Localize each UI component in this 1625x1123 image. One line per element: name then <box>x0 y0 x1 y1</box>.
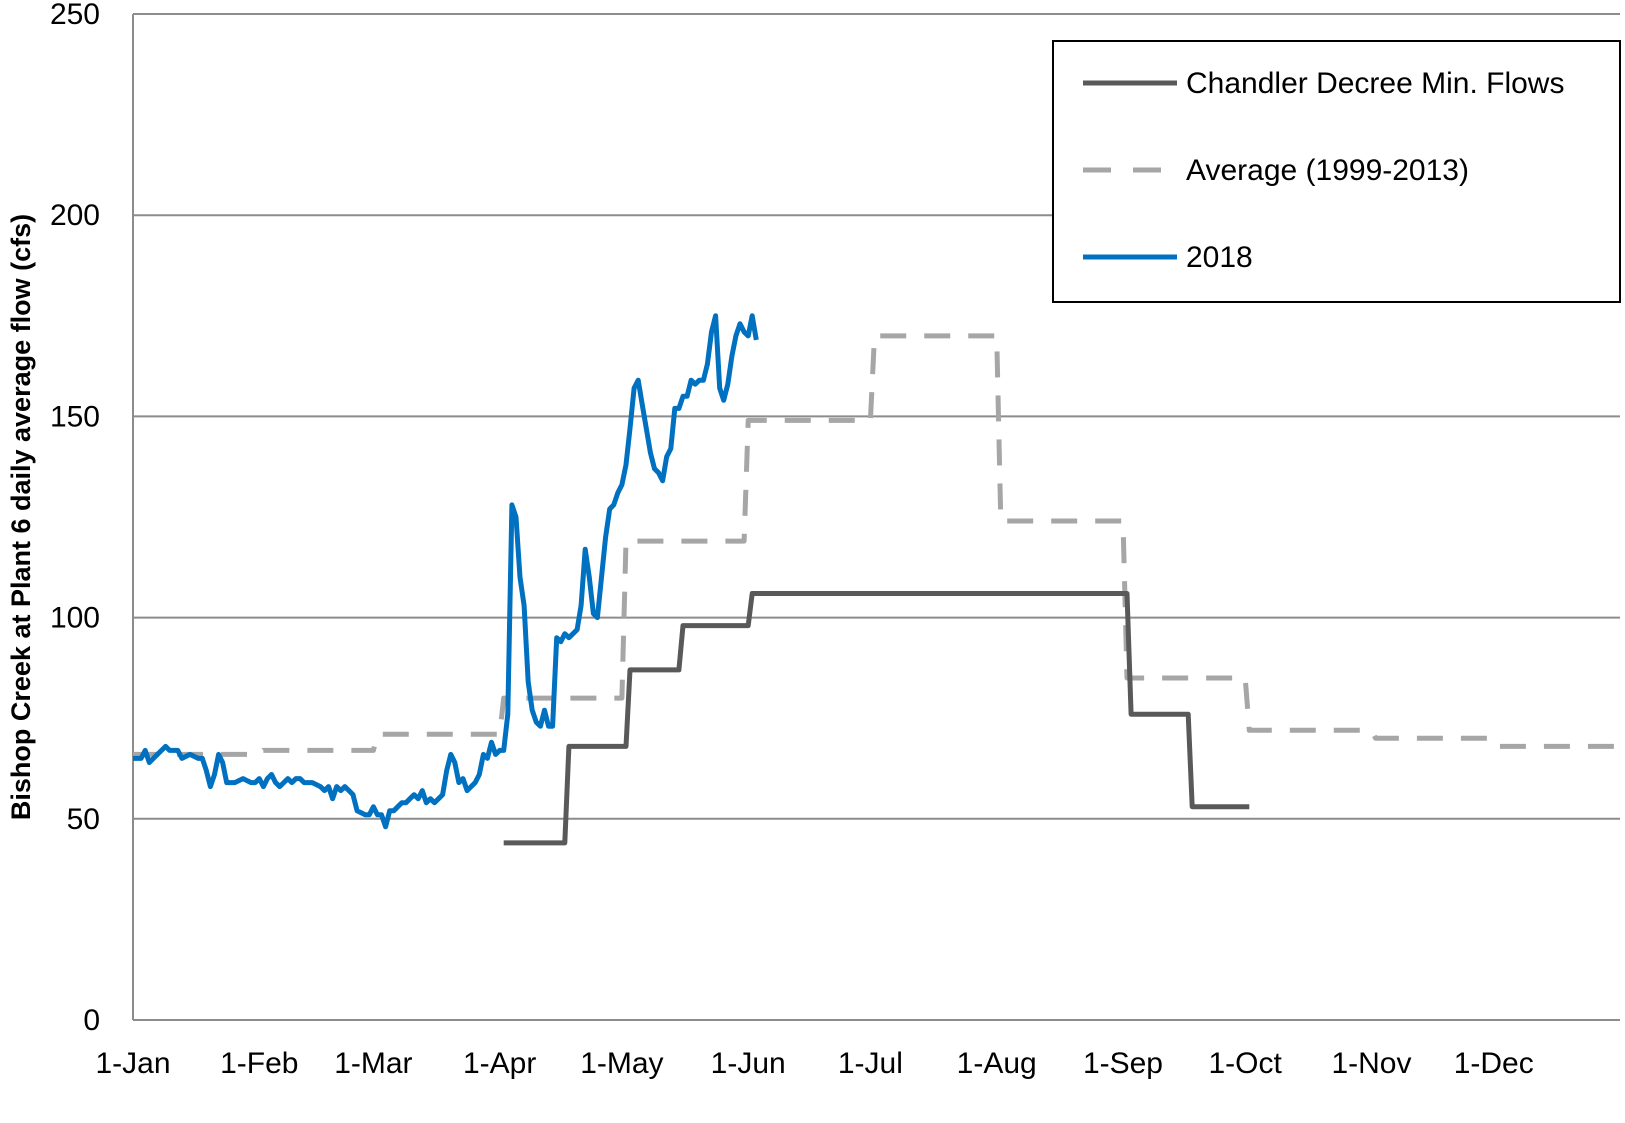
legend-label-chandler: Chandler Decree Min. Flows <box>1186 67 1564 100</box>
x-tick-label: 1-Nov <box>1331 1047 1411 1080</box>
y-tick-label: 250 <box>50 0 100 31</box>
y-tick-label: 200 <box>50 199 100 232</box>
x-tick-label: 1-May <box>580 1047 663 1080</box>
y-axis-title: Bishop Creek at Plant 6 daily average fl… <box>6 214 36 820</box>
y-tick-label: 50 <box>67 803 100 836</box>
axes: 0 50 100 150 200 250 1-Jan 1-Feb 1-Mar 1-Apr 1-May… <box>50 0 1620 1080</box>
series-line-average <box>133 333 1620 757</box>
x-tick-label: 1-Sep <box>1083 1047 1163 1080</box>
legend: Chandler Decree Min. Flows Average (1999-… <box>1052 40 1621 303</box>
x-tick-label: 1-Aug <box>957 1047 1037 1080</box>
x-tick-label: 1-Apr <box>463 1047 536 1080</box>
y-tick-label: 0 <box>83 1004 100 1037</box>
series-line-chandler <box>503 591 1250 846</box>
x-tick-label: 1-Mar <box>334 1047 412 1080</box>
legend-label-average: Average (1999-2013) <box>1186 154 1469 187</box>
series-line-y2018 <box>133 313 759 830</box>
series-lines <box>133 313 1620 846</box>
x-tick-label: 1-Dec <box>1454 1047 1534 1080</box>
legend-label-y2018: 2018 <box>1186 241 1253 274</box>
x-tick-label: 1-Jul <box>838 1047 903 1080</box>
y-tick-label: 150 <box>50 400 100 433</box>
x-tick-label: 1-Oct <box>1209 1047 1283 1080</box>
x-tick-label: 1-Jun <box>711 1047 786 1080</box>
y-tick-label: 100 <box>50 602 100 635</box>
x-tick-label: 1-Jan <box>95 1047 170 1080</box>
x-tick-label: 1-Feb <box>220 1047 298 1080</box>
